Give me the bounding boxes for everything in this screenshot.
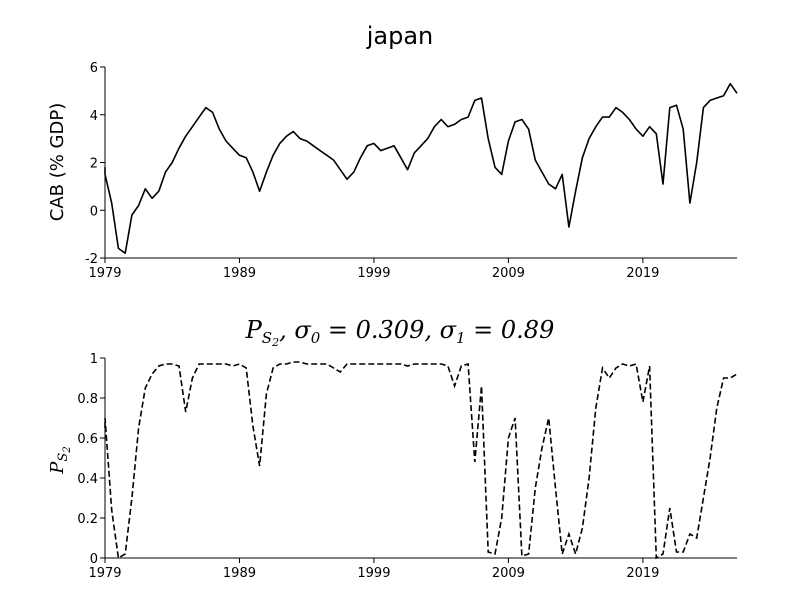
bottom-ylabel-p: P (47, 461, 68, 475)
bottom-xtick-label: 1979 (88, 566, 121, 581)
bottom-series-ps2-line (105, 362, 737, 558)
top-xtick-label: 1999 (357, 266, 390, 281)
top-xtick-label: 1989 (223, 266, 256, 281)
bottom-ylabel-sub: 2 (62, 446, 73, 453)
bottom-title-sub0: 0 (311, 329, 321, 347)
top-tick-group: -2 0 2 4 6 1979 1989 1999 2009 2019 (85, 61, 659, 281)
bottom-chart-ylabel: PS2 (47, 446, 73, 474)
top-ytick-label: 6 (90, 61, 98, 76)
bottom-xtick-label: 1989 (223, 566, 256, 581)
bottom-tick-group: 0 0.2 0.4 0.6 0.8 1 1979 1989 1999 2009 2019 (77, 352, 659, 581)
bottom-title-end: = 0.89 (466, 316, 555, 344)
bottom-chart: PS2, σ0 = 0.309, σ1 = 0.89 PS2 00.20.40.… (47, 316, 737, 581)
bottom-title-sub2: 2 (271, 336, 279, 349)
top-ytick-label: 0 (90, 204, 98, 219)
top-ytick-label: 4 (90, 109, 98, 124)
bottom-ytick-label: 0 (90, 552, 98, 567)
bottom-title-sub1: 1 (456, 329, 466, 347)
bottom-title-s: S (262, 329, 272, 347)
bottom-ytick-label: 0.4 (77, 472, 98, 487)
bottom-chart-title: PS2, σ0 = 0.309, σ1 = 0.89 (245, 316, 555, 349)
bottom-xtick-label: 2009 (492, 566, 525, 581)
top-xtick-label: 1979 (88, 266, 121, 281)
bottom-ylabel-s: S (56, 453, 71, 462)
bottom-ytick-label: 0.8 (77, 392, 98, 407)
bottom-title-mid: = 0.309, σ (320, 316, 456, 344)
top-xtick-label: 2019 (626, 266, 659, 281)
top-chart: japan CAB (% GDP) -2 0 2 4 6 1979 1989 1999 2009… (47, 22, 737, 281)
top-chart-title: japan (366, 22, 434, 50)
bottom-title-sigma0: , σ (279, 316, 311, 344)
top-series-cab-line (105, 84, 737, 254)
top-ytick-label: 2 (90, 157, 98, 172)
bottom-ytick-label: 1 (90, 352, 98, 367)
bottom-ytick-label: 0.2 (77, 512, 98, 527)
bottom-ytick-label: 0.6 (77, 432, 98, 447)
top-xtick-label: 2009 (492, 266, 525, 281)
top-ytick-label: -2 (85, 252, 98, 267)
bottom-xtick-label: 1999 (357, 566, 390, 581)
top-chart-ylabel: CAB (% GDP) (47, 103, 68, 222)
bottom-title-p: P (245, 316, 263, 344)
bottom-xtick-label: 2019 (626, 566, 659, 581)
